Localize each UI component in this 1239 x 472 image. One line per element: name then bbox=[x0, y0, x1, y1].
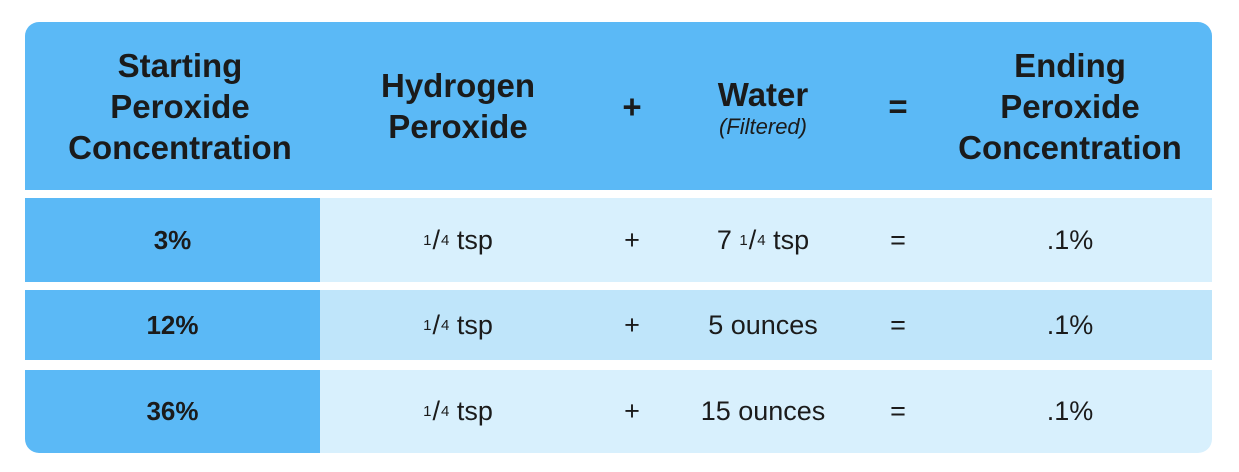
water-amount: 15 ounces bbox=[701, 370, 826, 453]
unit: tsp bbox=[456, 224, 493, 255]
header-text: Concentration bbox=[958, 128, 1182, 166]
ending-concentration: .1% bbox=[1046, 224, 1094, 255]
ending-concentration: .1% bbox=[1046, 309, 1094, 340]
row-body: 1/4 tsp + 15 ounces = .1% bbox=[320, 370, 1212, 453]
header-equals: = bbox=[888, 87, 908, 125]
table-row: 36% 1/4 tsp + 15 ounces = .1% bbox=[25, 370, 1212, 453]
plus-sign: + bbox=[624, 396, 640, 426]
header-text: Peroxide bbox=[1000, 87, 1140, 125]
header-text: Peroxide bbox=[388, 108, 528, 145]
water-amount: 5 ounces bbox=[708, 290, 818, 360]
whole: 7 bbox=[716, 224, 732, 255]
unit: tsp bbox=[456, 309, 493, 340]
table-row: 3% 1/4 tsp + 7 1/4 tsp = .1% bbox=[25, 198, 1212, 282]
starting-concentration-cell: 3% bbox=[25, 198, 320, 282]
starting-concentration-cell: 12% bbox=[25, 290, 320, 360]
peroxide-amount: 1/4 tsp bbox=[423, 309, 493, 340]
header-water: Water (Filtered) bbox=[718, 22, 808, 190]
header-text: Concentration bbox=[68, 128, 292, 166]
numerator: 1 bbox=[423, 231, 432, 249]
numerator: 1 bbox=[739, 231, 748, 249]
ending-concentration: .1% bbox=[1046, 396, 1094, 426]
header-text: Hydrogen bbox=[380, 67, 536, 104]
row-body: 1/4 tsp + 5 ounces = .1% bbox=[320, 290, 1212, 360]
denominator: 4 bbox=[757, 231, 766, 249]
peroxide-amount: 1/4 tsp bbox=[423, 224, 493, 255]
numerator: 1 bbox=[423, 403, 432, 420]
header-text: Ending bbox=[1014, 46, 1126, 84]
unit: tsp bbox=[773, 224, 810, 255]
table-row: 12% 1/4 tsp + 5 ounces = .1% bbox=[25, 290, 1212, 360]
plus-sign: + bbox=[624, 224, 640, 255]
denominator: 4 bbox=[440, 316, 450, 334]
denominator: 4 bbox=[440, 231, 450, 249]
header-text: Starting bbox=[117, 46, 243, 84]
numerator: 1 bbox=[423, 316, 432, 334]
header-hydrogen-peroxide: Hydrogen Peroxide bbox=[381, 22, 535, 190]
header-ending-concentration: Ending Peroxide Concentration bbox=[958, 22, 1182, 190]
water-text: 5 ounces bbox=[708, 309, 818, 340]
unit: tsp bbox=[456, 396, 493, 426]
header-text: Water bbox=[717, 75, 809, 113]
row-body: 1/4 tsp + 7 1/4 tsp = .1% bbox=[320, 198, 1212, 282]
water-amount: 7 1/4 tsp bbox=[716, 224, 810, 255]
plus-sign: + bbox=[624, 309, 640, 340]
header-text: Peroxide bbox=[110, 87, 250, 125]
denominator: 4 bbox=[440, 403, 450, 420]
equals-sign: = bbox=[890, 309, 906, 340]
equals-sign: = bbox=[890, 224, 906, 255]
header-note: (Filtered) bbox=[718, 113, 807, 139]
water-text: 15 ounces bbox=[700, 396, 826, 426]
equals-sign: = bbox=[890, 396, 906, 426]
peroxide-amount: 1/4 tsp bbox=[423, 396, 493, 426]
starting-concentration-cell: 36% bbox=[25, 370, 320, 453]
table-header: Starting Peroxide Concentration Hydrogen… bbox=[25, 22, 1212, 190]
dilution-table: Starting Peroxide Concentration Hydrogen… bbox=[25, 22, 1212, 453]
header-plus: + bbox=[622, 87, 642, 125]
header-starting-concentration: Starting Peroxide Concentration bbox=[68, 22, 292, 190]
